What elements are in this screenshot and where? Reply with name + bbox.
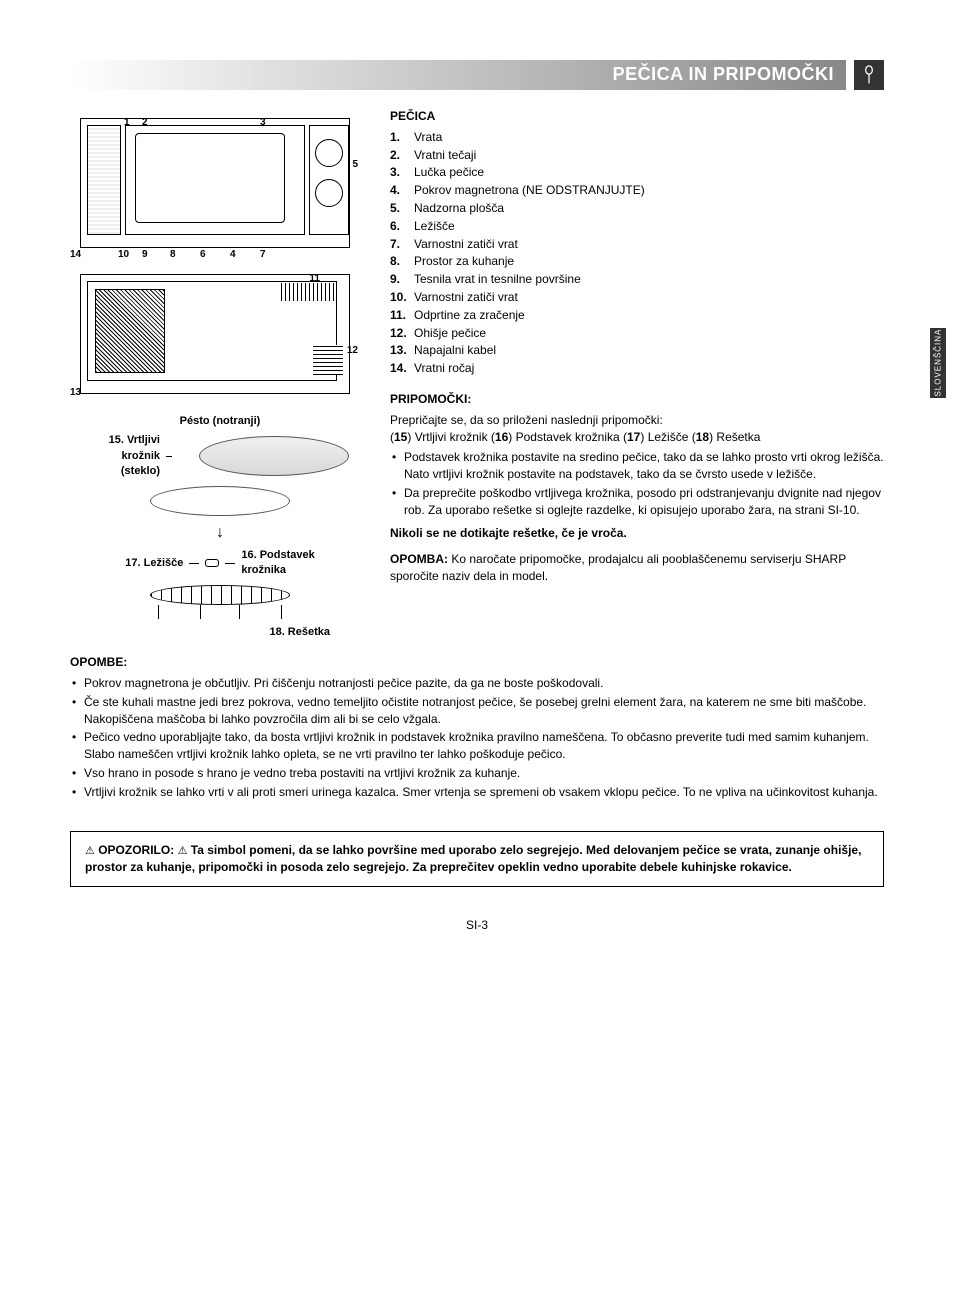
callout-6: 6 <box>200 248 206 262</box>
callout-10: 10 <box>118 248 129 262</box>
notes-list: Pokrov magnetrona je občutljiv. Pri čišč… <box>70 675 884 801</box>
parts-list-item: 3.Lučka pečice <box>390 164 884 181</box>
oven-heading: PEČICA <box>390 108 884 125</box>
rack-icon <box>150 585 290 619</box>
page-header: PEČICA IN PRIPOMOČKI <box>70 60 884 90</box>
turntable-plate-icon <box>199 436 349 476</box>
notes-bullet: Vso hrano in posode s hrano je vedno tre… <box>70 765 884 782</box>
callout-4: 4 <box>230 248 236 262</box>
parts-list-item: 7.Varnostni zatiči vrat <box>390 236 884 253</box>
page-number: SI-3 <box>70 917 884 934</box>
callout-7: 7 <box>260 248 266 262</box>
callout-13: 13 <box>70 386 81 400</box>
parts-list-item: 1.Vrata <box>390 129 884 146</box>
parts-list-item: 12.Ohišje pečice <box>390 325 884 342</box>
parts-list-item: 8.Prostor za kuhanje <box>390 253 884 270</box>
label-15b: krožnik <box>70 449 160 464</box>
callout-8: 8 <box>170 248 176 262</box>
warning-box: ⚠ OPOZORILO: ⚠ Ta simbol pomeni, da se l… <box>70 831 884 887</box>
parts-list-item: 13.Napajalni kabel <box>390 342 884 359</box>
accessories-intro-2: (15) Vrtljivi krožnik (16) Podstavek kro… <box>390 429 884 446</box>
parts-list-item: 2.Vratni tečaji <box>390 147 884 164</box>
label-16b: krožnika <box>241 563 314 578</box>
accessories-note: OPOMBA: Ko naročate pripomočke, prodajal… <box>390 551 884 585</box>
coupling-icon <box>205 559 219 567</box>
accessories-heading: PRIPOMOČKI: <box>390 391 884 408</box>
parts-list-item: 9.Tesnila vrat in tesnilne površine <box>390 271 884 288</box>
notes-section: OPOMBE: Pokrov magnetrona je občutljiv. … <box>70 654 884 800</box>
parts-list-item: 11.Odprtine za zračenje <box>390 307 884 324</box>
notes-bullet: Če ste kuhali mastne jedi brez pokrova, … <box>70 694 884 728</box>
parts-list-item: 14.Vratni ročaj <box>390 360 884 377</box>
label-16a: 16. Podstavek <box>241 548 314 563</box>
label-18: 18. Rešetka <box>70 625 370 640</box>
rack-warning: Nikoli se ne dotikajte rešetke, če je vr… <box>390 525 884 542</box>
accessories-intro-1: Prepričajte se, da so priloženi naslednj… <box>390 412 884 429</box>
accessories-bullets: Podstavek krožnika postavite na sredino … <box>390 449 884 518</box>
label-17: 17. Ležišče <box>125 556 183 571</box>
header-gradient: PEČICA IN PRIPOMOČKI <box>70 60 846 90</box>
arrow-down-icon: ↓ <box>70 522 370 544</box>
parts-list-item: 10.Varnostni zatiči vrat <box>390 289 884 306</box>
accessories-bullet: Podstavek krožnika postavite na sredino … <box>390 449 884 483</box>
hub-label: Pésto (notranji) <box>70 414 370 429</box>
spoon-icon <box>854 60 884 90</box>
page-title: PEČICA IN PRIPOMOČKI <box>613 62 834 87</box>
parts-list-item: 4.Pokrov magnetrona (NE ODSTRANJUJTE) <box>390 182 884 199</box>
callout-12: 12 <box>347 344 358 358</box>
label-15a: 15. Vrtljivi <box>70 433 160 448</box>
warning-triangle-icon: ⚠ <box>85 845 95 857</box>
text-column: SLOVENŠČINA PEČICA 1.Vrata2.Vratni tečaj… <box>390 108 884 640</box>
warning-triangle-icon: ⚠ <box>178 845 188 857</box>
notes-heading: OPOMBE: <box>70 654 884 671</box>
parts-list-item: 6.Ležišče <box>390 218 884 235</box>
warning-label: OPOZORILO: <box>98 843 174 857</box>
microwave-front-diagram: 1 2 3 5 14 10 9 8 6 4 7 <box>70 118 350 262</box>
notes-bullet: Pečico vedno uporabljajte tako, da bosta… <box>70 729 884 763</box>
accessories-bullet: Da preprečite poškodbo vrtljivega krožni… <box>390 485 884 519</box>
roller-ring-icon <box>150 486 290 516</box>
language-tab: SLOVENŠČINA <box>930 328 946 398</box>
accessories-diagram: Pésto (notranji) 15. Vrtljivi krožnik (s… <box>70 414 370 640</box>
callout-9: 9 <box>142 248 148 262</box>
microwave-back-diagram: 11 12 13 <box>70 274 350 394</box>
oven-parts-list: 1.Vrata2.Vratni tečaji3.Lučka pečice4.Po… <box>390 129 884 377</box>
callout-14: 14 <box>70 248 81 262</box>
diagram-column: 1 2 3 5 14 10 9 8 6 4 7 11 <box>70 108 370 640</box>
notes-bullet: Vrtljivi krožnik se lahko vrti v ali pro… <box>70 784 884 801</box>
warning-text: Ta simbol pomeni, da se lahko površine m… <box>85 843 861 874</box>
notes-bullet: Pokrov magnetrona je občutljiv. Pri čišč… <box>70 675 884 692</box>
label-15c: (steklo) <box>70 464 160 479</box>
callout-5: 5 <box>352 158 358 172</box>
parts-list-item: 5.Nadzorna plošča <box>390 200 884 217</box>
